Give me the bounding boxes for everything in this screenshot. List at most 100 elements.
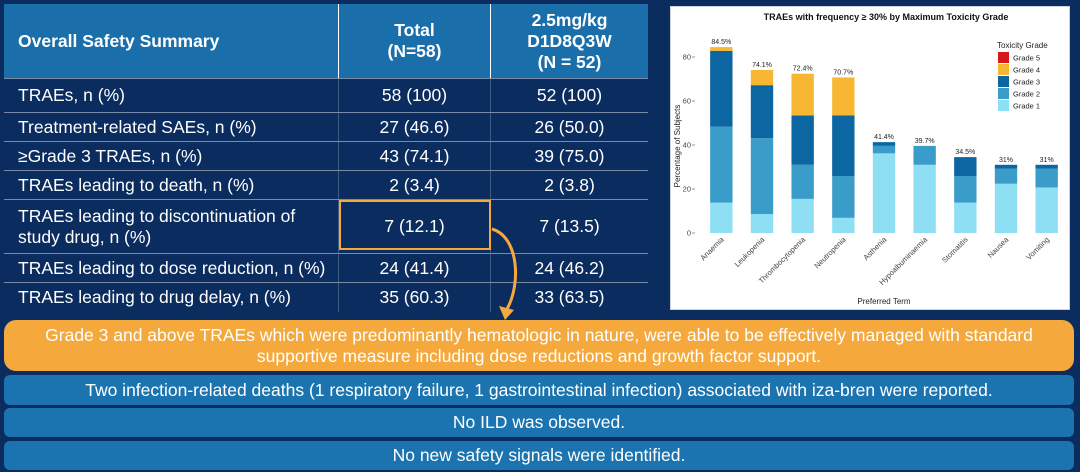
row-dose-cell: 24 (46.2) <box>490 254 648 282</box>
row-dose-cell: 7 (13.5) <box>490 200 648 253</box>
row-dose-cell: 2 (3.8) <box>490 171 648 199</box>
toxicity-grade-chart: TRAEs with frequency ≥ 30% by Maximum To… <box>673 12 1058 306</box>
highlight-box <box>339 200 491 250</box>
row-label-cell: TRAEs leading to discontinuation of stud… <box>4 200 338 253</box>
legend-label-grade-4: Grade 4 <box>1013 66 1040 75</box>
table-header-row: Overall Safety Summary Total (N=58) 2.5m… <box>4 4 648 78</box>
bar-grade-3-asthenia <box>872 142 896 146</box>
row-total-cell: 27 (46.6) <box>338 113 490 141</box>
table-row: TRAEs, n (%) 58 (100) 52 (100) <box>4 78 648 112</box>
bar-grade-4-anaemia <box>710 47 733 51</box>
bar-grade-4-leukopenia <box>750 69 774 86</box>
bar-total-label: 70.7% <box>833 69 853 76</box>
legend-label-grade-3: Grade 3 <box>1013 78 1040 87</box>
row-dose-value: 26 (50.0) <box>534 116 605 137</box>
x-tick-label: Stomatitis <box>940 235 970 265</box>
row-total-cell: 58 (100) <box>338 79 490 112</box>
table-row: ≥Grade 3 TRAEs, n (%) 43 (74.1) 39 (75.0… <box>4 141 648 170</box>
bar-grade-1-anaemia <box>710 202 733 233</box>
row-total-cell: 43 (74.1) <box>338 142 490 170</box>
bar-grade-2-anaemia <box>710 126 733 203</box>
bar-grade-3-thrombocytopenia <box>791 115 814 165</box>
bar-grade-4-neutropenia <box>832 77 855 116</box>
bar-total-label: 39.7% <box>915 138 935 145</box>
bar-grade-1-hypoalbuminaemia <box>913 164 936 233</box>
infection-deaths-callout: Two infection-related deaths (1 respirat… <box>4 375 1074 405</box>
bar-total-label: 34.5% <box>955 149 975 156</box>
row-total-value: 27 (46.6) <box>379 116 450 137</box>
bar-grade-2-stomatitis <box>954 176 977 203</box>
header-total-line: Total <box>394 20 435 40</box>
header-dose-line: D1D8Q3W <box>527 30 612 51</box>
bar-grade-3-vomiting <box>1035 164 1058 169</box>
row-total-value: 43 (74.1) <box>379 145 450 166</box>
row-label-cell: TRAEs leading to dose reduction, n (%) <box>4 254 338 282</box>
bar-grade-2-hypoalbuminaemia <box>913 145 936 165</box>
table-row: TRAEs leading to death, n (%) 2 (3.4) 2 … <box>4 170 648 199</box>
row-total-cell: 2 (3.4) <box>338 171 490 199</box>
x-axis-title: Preferred Term <box>857 297 911 306</box>
bar-grade-3-anaemia <box>710 50 733 127</box>
header-total-line: (N=58) <box>387 41 442 61</box>
table-row: Treatment-related SAEs, n (%) 27 (46.6) … <box>4 112 648 141</box>
row-label: TRAEs leading to dose reduction, n (%) <box>18 257 326 278</box>
bar-grade-1-vomiting <box>1035 187 1058 233</box>
bar-total-label: 84.5% <box>711 39 731 46</box>
bar-grade-2-asthenia <box>872 145 896 154</box>
x-tick-label: Vomiting <box>1024 235 1051 262</box>
row-dose-value: 52 (100) <box>536 85 603 105</box>
hematologic-management-callout: Grade 3 and above TRAEs which were predo… <box>4 320 1074 371</box>
row-dose-cell: 33 (63.5) <box>490 283 648 312</box>
row-dose-cell: 52 (100) <box>490 79 648 112</box>
header-dose-cell: 2.5mg/kg D1D8Q3W (N = 52) <box>490 4 648 78</box>
legend-label-grade-5: Grade 5 <box>1013 54 1040 63</box>
legend-label-grade-2: Grade 2 <box>1013 90 1040 99</box>
bar-grade-2-thrombocytopenia <box>791 164 814 199</box>
legend-label-grade-1: Grade 1 <box>1013 102 1040 111</box>
bar-total-label: 31% <box>999 157 1013 164</box>
bar-grade-1-neutropenia <box>832 217 855 233</box>
y-tick-label: 0 <box>687 229 691 238</box>
safety-signals-callout: No new safety signals were identified. <box>4 441 1074 470</box>
bar-grade-1-nausea <box>994 183 1018 233</box>
row-label-cell: Treatment-related SAEs, n (%) <box>4 113 338 141</box>
x-tick-label: Neutropenia <box>812 234 848 270</box>
y-tick-label: 80 <box>683 53 691 62</box>
legend-swatch-grade-4 <box>998 64 1009 75</box>
bar-grade-1-leukopenia <box>750 214 774 233</box>
y-tick-label: 20 <box>683 185 691 194</box>
row-dose-cell: 26 (50.0) <box>490 113 648 141</box>
row-total-value: 7 (12.1) <box>384 216 445 236</box>
row-label-cell: TRAEs leading to death, n (%) <box>4 171 338 199</box>
row-total-value: 24 (41.4) <box>379 257 450 278</box>
legend-swatch-grade-3 <box>998 76 1009 87</box>
bar-grade-3-neutropenia <box>832 115 855 177</box>
legend-swatch-grade-1 <box>998 100 1009 111</box>
row-label-cell: TRAEs leading to drug delay, n (%) <box>4 283 338 312</box>
header-dose-line: (N = 52) <box>537 51 602 72</box>
row-total-value: 35 (60.3) <box>379 287 450 307</box>
x-tick-label: Leukopenia <box>733 234 767 268</box>
row-label: TRAEs, n (%) <box>18 85 125 105</box>
row-label-cell: TRAEs, n (%) <box>4 79 338 112</box>
bar-grade-2-vomiting <box>1035 168 1058 188</box>
row-total-cell: 24 (41.4) <box>338 254 490 282</box>
bar-grade-4-thrombocytopenia <box>791 73 814 116</box>
row-label: Treatment-related SAEs, n (%) <box>18 116 257 137</box>
table-row: TRAEs leading to dose reduction, n (%) 2… <box>4 253 648 282</box>
bar-grade-3-leukopenia <box>750 85 774 139</box>
row-total-value: 2 (3.4) <box>389 174 440 195</box>
y-tick-label: 60 <box>683 97 691 106</box>
row-label: ≥Grade 3 TRAEs, n (%) <box>18 145 203 166</box>
row-total-cell: 35 (60.3) <box>338 283 490 312</box>
table-row: TRAEs leading to discontinuation of stud… <box>4 199 648 253</box>
table-row: TRAEs leading to drug delay, n (%) 35 (6… <box>4 282 648 312</box>
row-label: TRAEs leading to discontinuation of stud… <box>18 205 296 247</box>
y-tick-label: 40 <box>683 141 691 150</box>
bar-grade-1-stomatitis <box>954 202 977 233</box>
bar-grade-2-neutropenia <box>832 176 855 218</box>
bar-grade-3-nausea <box>994 164 1018 169</box>
legend-title: Toxicity Grade <box>997 41 1048 50</box>
legend-swatch-grade-2 <box>998 88 1009 99</box>
